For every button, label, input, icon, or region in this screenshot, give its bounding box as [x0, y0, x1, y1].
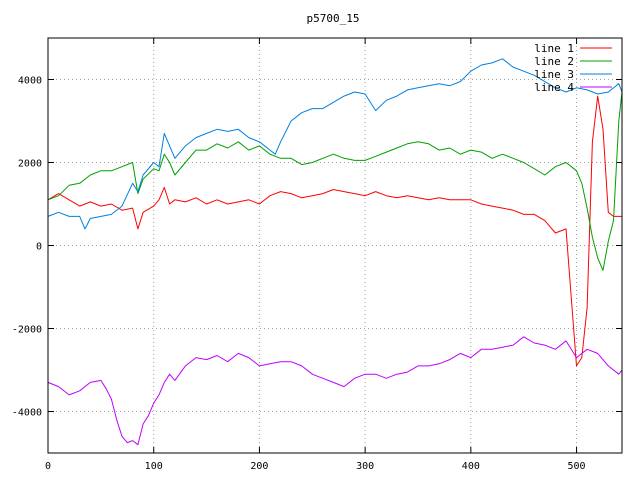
x-tick-label: 500: [568, 461, 586, 472]
y-tick-label: 2000: [18, 159, 42, 170]
legend-label: line 4: [534, 81, 574, 94]
legend-label: line 1: [534, 42, 574, 55]
series-line-2: [47, 91, 623, 271]
x-tick-label: 100: [145, 461, 163, 472]
legend-label: line 2: [534, 55, 574, 68]
axis-ticks: 0 100 200 300 400 500 -4000 -2000 0 2000 4000: [12, 38, 622, 472]
grid: [47, 38, 622, 453]
series-line-4: [47, 336, 623, 446]
y-tick-label: 4000: [18, 76, 42, 87]
y-tick-label: -4000: [12, 408, 42, 419]
y-tick-label: 0: [36, 242, 42, 253]
chart-title: p5700_15: [307, 12, 360, 25]
series-line-1: [47, 95, 622, 367]
x-tick-label: 0: [45, 461, 51, 472]
series-line-3: [47, 58, 623, 230]
series-lines: [47, 58, 623, 446]
legend-label: line 3: [534, 68, 574, 81]
x-tick-label: 300: [356, 461, 374, 472]
x-tick-label: 200: [250, 461, 268, 472]
y-tick-label: -2000: [12, 325, 42, 336]
plot-frame: [47, 37, 623, 454]
x-tick-label: 400: [462, 461, 480, 472]
